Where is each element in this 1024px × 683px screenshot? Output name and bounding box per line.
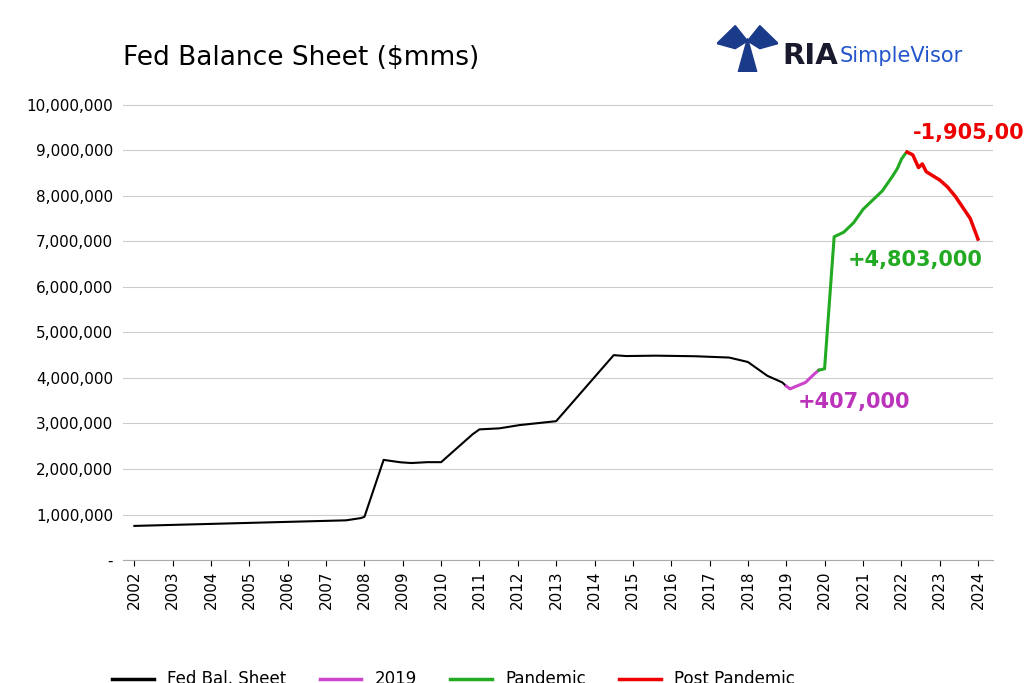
Polygon shape xyxy=(717,25,748,48)
Text: +407,000: +407,000 xyxy=(798,391,910,412)
Text: RIA: RIA xyxy=(782,42,838,70)
Text: SimpleVisor: SimpleVisor xyxy=(840,46,963,66)
Polygon shape xyxy=(748,25,778,48)
Text: Fed Balance Sheet ($mms): Fed Balance Sheet ($mms) xyxy=(123,45,479,71)
Text: +4,803,000: +4,803,000 xyxy=(848,251,982,270)
Polygon shape xyxy=(738,38,757,72)
Text: -1,905,000: -1,905,000 xyxy=(912,123,1024,143)
Legend: Fed Bal. Sheet, 2019, Pandemic, Post Pandemic: Fed Bal. Sheet, 2019, Pandemic, Post Pan… xyxy=(105,664,802,683)
